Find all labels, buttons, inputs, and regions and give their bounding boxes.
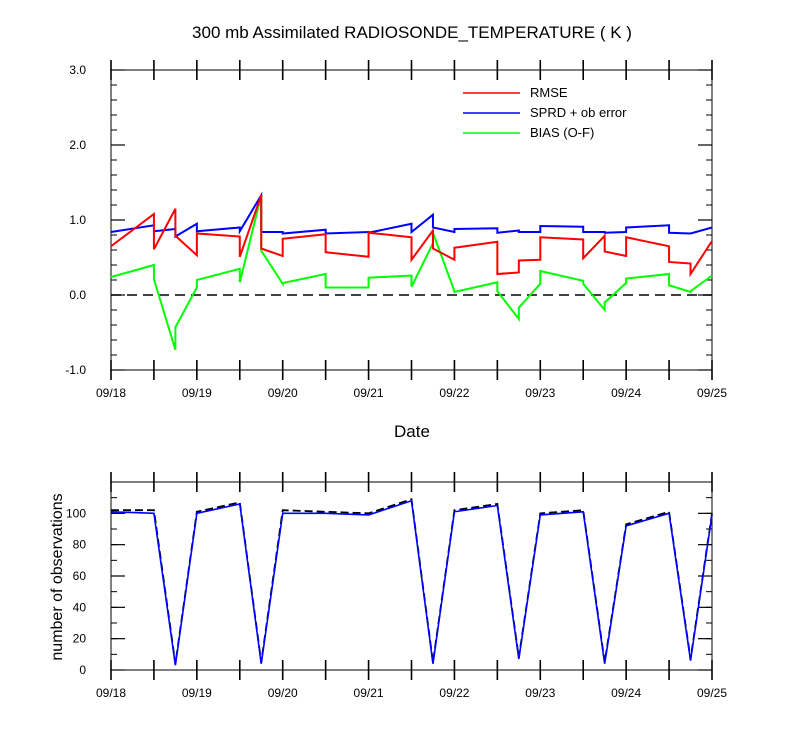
series-line-spread <box>110 191 713 239</box>
y-tick-label: 0.0 <box>69 288 86 302</box>
x-tick-label: 09/23 <box>525 386 555 400</box>
series-line-bias <box>110 195 713 351</box>
bottom-ticks: 09/18 09/19 09/20 09/21 09/22 09/23 09/24 09/25… <box>66 472 727 700</box>
top-series <box>110 191 713 351</box>
y-tick-label: -1.0 <box>65 363 86 377</box>
x-tick-label: 09/18 <box>96 386 126 400</box>
y-axis-title-observations: number of observations <box>49 493 66 660</box>
x-tick-label: 09/19 <box>182 386 212 400</box>
bottom-plot: 09/18 09/19 09/20 09/21 09/22 09/23 09/24 09/25… <box>66 472 727 700</box>
chart-title: 300 mb Assimilated RADIOSONDE_TEMPERATUR… <box>192 23 632 42</box>
legend-label-bias: BIAS (O-F) <box>530 125 594 140</box>
x-tick-label: 09/21 <box>354 686 384 700</box>
top-ticks: 09/18 09/19 09/20 09/21 09/22 09/23 09/24 09/25… <box>65 60 727 400</box>
top-plot: 09/18 09/19 09/20 09/21 09/22 09/23 09/24 09/25… <box>65 60 727 400</box>
y-tick-label: 3.0 <box>69 63 86 77</box>
legend: RMSE SPRD + ob error BIAS (O-F) <box>463 85 627 140</box>
x-tick-label: 09/20 <box>268 686 298 700</box>
x-axis-title: Date <box>394 422 430 441</box>
y-tick-label: 100 <box>66 506 86 520</box>
y-tick-label: 60 <box>73 569 87 583</box>
x-tick-label: 09/21 <box>354 386 384 400</box>
obs-count-line-counts_line <box>111 498 713 664</box>
x-tick-label: 09/23 <box>525 686 555 700</box>
x-tick-label: 09/20 <box>268 386 298 400</box>
x-tick-label: 09/24 <box>611 686 641 700</box>
x-tick-label: 09/22 <box>439 686 469 700</box>
x-tick-label: 09/25 <box>697 386 727 400</box>
y-tick-label: 0 <box>79 663 86 677</box>
x-tick-label: 09/25 <box>697 686 727 700</box>
x-tick-label: 09/24 <box>611 386 641 400</box>
y-tick-label: 80 <box>73 538 87 552</box>
obs-count-line-counts_used <box>110 499 713 666</box>
x-tick-label: 09/18 <box>96 686 126 700</box>
y-tick-label: 2.0 <box>69 138 86 152</box>
x-tick-label: 09/19 <box>182 686 212 700</box>
y-tick-label: 1.0 <box>69 213 86 227</box>
y-tick-label: 20 <box>73 632 87 646</box>
x-tick-label: 09/22 <box>439 386 469 400</box>
legend-label-spread: SPRD + ob error <box>530 105 627 120</box>
bottom-series <box>110 498 713 666</box>
y-tick-label: 40 <box>73 600 87 614</box>
legend-label-rmse: RMSE <box>530 85 568 100</box>
series-line-rmse <box>110 194 713 278</box>
